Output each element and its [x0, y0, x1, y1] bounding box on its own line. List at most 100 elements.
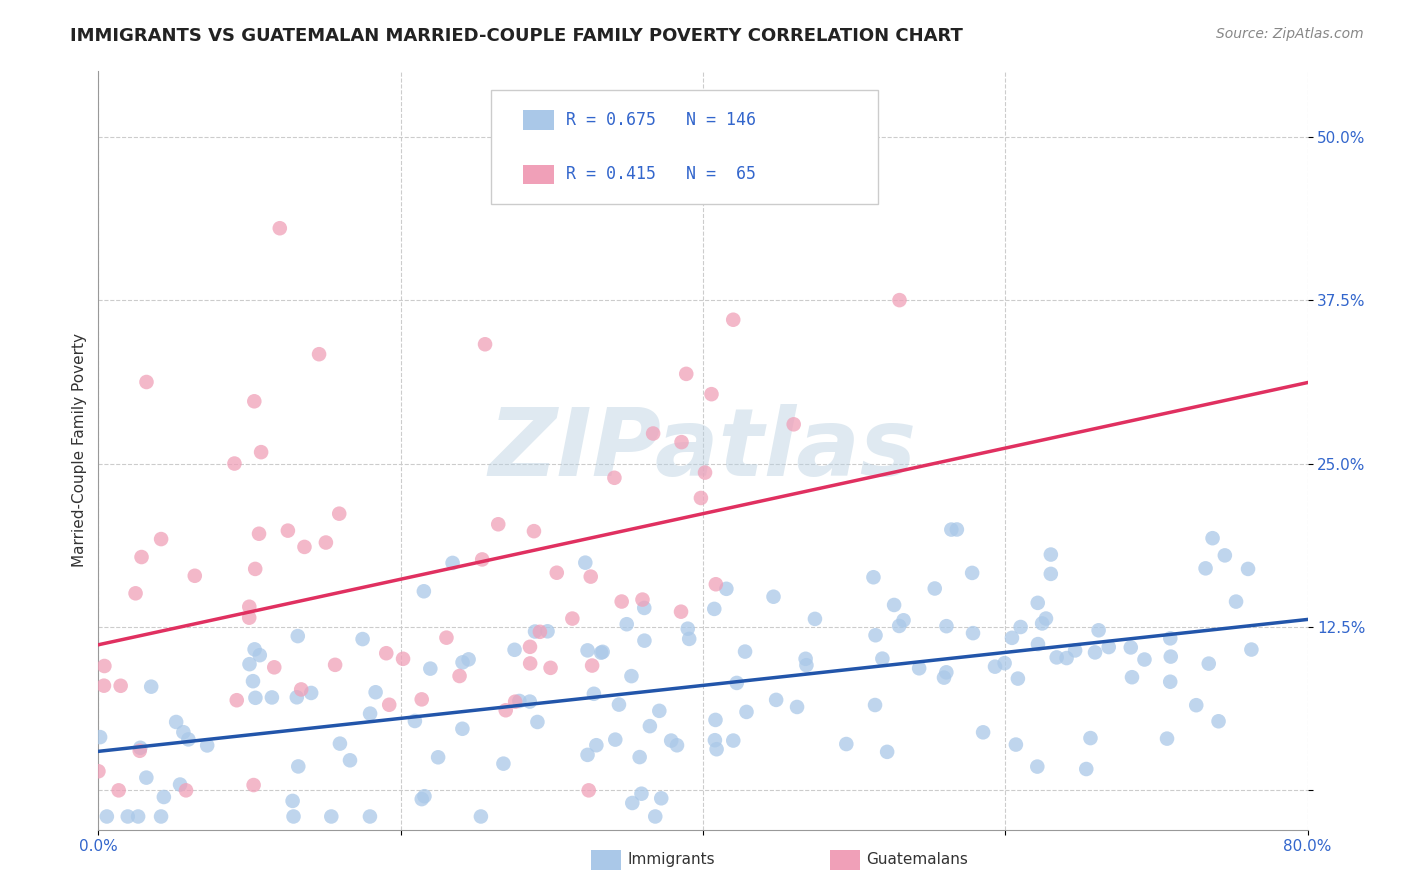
Point — [1098, 640, 1121, 654]
Text: Immigrants: Immigrants — [627, 853, 714, 867]
Point — [1208, 714, 1230, 729]
Point — [328, 507, 350, 521]
FancyBboxPatch shape — [523, 110, 554, 129]
Point — [359, 809, 381, 823]
Point — [419, 662, 441, 676]
Point — [242, 778, 264, 792]
Point — [413, 789, 436, 804]
Text: R = 0.415   N =  65: R = 0.415 N = 65 — [567, 166, 756, 184]
Point — [1237, 562, 1260, 576]
Point — [946, 523, 969, 537]
Point — [607, 698, 630, 712]
Point — [924, 582, 946, 596]
Point — [631, 592, 654, 607]
Point — [339, 753, 361, 767]
Point — [247, 526, 270, 541]
Point — [129, 740, 152, 755]
Point — [323, 657, 346, 672]
Point — [110, 679, 132, 693]
Point — [128, 744, 150, 758]
Point — [984, 659, 1007, 673]
Point — [224, 457, 246, 471]
Point — [1225, 594, 1247, 608]
Point — [578, 783, 600, 797]
Point — [1198, 657, 1220, 671]
Point — [474, 337, 496, 351]
Point — [1039, 566, 1062, 581]
Point — [411, 692, 433, 706]
Point — [783, 417, 806, 432]
Point — [471, 552, 494, 566]
Point — [889, 619, 911, 633]
Point — [650, 791, 672, 805]
Point — [644, 809, 666, 823]
Point — [495, 703, 517, 717]
Point — [794, 652, 817, 666]
Point — [591, 646, 613, 660]
Point — [1084, 645, 1107, 659]
Point — [972, 725, 994, 739]
Point — [243, 394, 266, 409]
Point — [616, 617, 638, 632]
Point — [93, 659, 115, 673]
Point — [238, 657, 260, 672]
Point — [1213, 549, 1236, 563]
Point — [492, 756, 515, 771]
Point — [523, 524, 546, 538]
Point — [519, 657, 541, 671]
Point — [762, 590, 785, 604]
Point — [690, 491, 713, 505]
Point — [676, 622, 699, 636]
Point — [1121, 670, 1143, 684]
Point — [378, 698, 401, 712]
Point — [581, 658, 603, 673]
Point — [1160, 649, 1182, 664]
Text: R = 0.675   N = 146: R = 0.675 N = 146 — [567, 111, 756, 128]
Text: Guatemalans: Guatemalans — [866, 853, 967, 867]
Point — [648, 704, 671, 718]
Point — [723, 312, 745, 326]
Y-axis label: Married-Couple Family Poverty: Married-Couple Family Poverty — [72, 334, 87, 567]
Text: ZIPatlas: ZIPatlas — [489, 404, 917, 497]
Point — [250, 445, 273, 459]
Point — [579, 569, 602, 583]
Point — [706, 742, 728, 756]
Point — [486, 517, 509, 532]
Point — [321, 809, 343, 823]
Point — [93, 679, 115, 693]
Point — [1010, 620, 1032, 634]
Point — [962, 626, 984, 640]
Point — [700, 387, 723, 401]
Point — [704, 713, 727, 727]
Point — [308, 347, 330, 361]
Point — [932, 671, 955, 685]
Point — [375, 646, 398, 660]
Point — [671, 435, 693, 450]
Point — [678, 632, 700, 646]
Point — [177, 732, 200, 747]
Point — [1076, 762, 1098, 776]
Point — [238, 599, 260, 614]
Point — [536, 624, 558, 639]
Point — [172, 725, 194, 739]
Point — [287, 629, 309, 643]
Point — [89, 730, 111, 744]
Point — [659, 733, 682, 747]
Point — [675, 367, 697, 381]
Point — [404, 714, 426, 728]
Point — [124, 586, 146, 600]
Point — [441, 556, 464, 570]
Point — [281, 794, 304, 808]
Point — [503, 642, 526, 657]
Point — [1159, 632, 1181, 646]
Point — [876, 745, 898, 759]
Point — [1001, 631, 1024, 645]
Point — [169, 778, 191, 792]
Text: Source: ZipAtlas.com: Source: ZipAtlas.com — [1216, 27, 1364, 41]
Point — [269, 221, 291, 235]
Point — [1159, 674, 1181, 689]
Point — [576, 747, 599, 762]
Point — [592, 645, 614, 659]
Point — [865, 628, 887, 642]
Point — [908, 661, 931, 675]
